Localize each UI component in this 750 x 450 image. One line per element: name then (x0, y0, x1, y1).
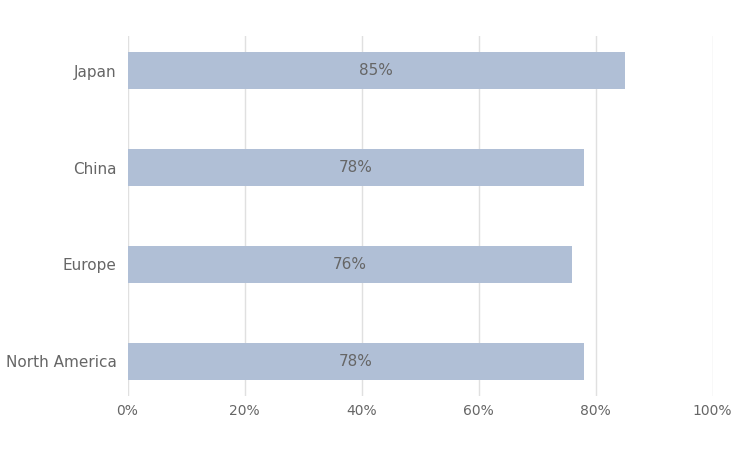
Text: 78%: 78% (339, 354, 373, 369)
Bar (128, 343, 584, 380)
Bar (128, 52, 625, 89)
Text: 76%: 76% (333, 257, 367, 272)
Text: 85%: 85% (359, 63, 393, 78)
Bar (128, 246, 572, 283)
Text: 78%: 78% (339, 160, 373, 175)
Bar (128, 149, 584, 186)
